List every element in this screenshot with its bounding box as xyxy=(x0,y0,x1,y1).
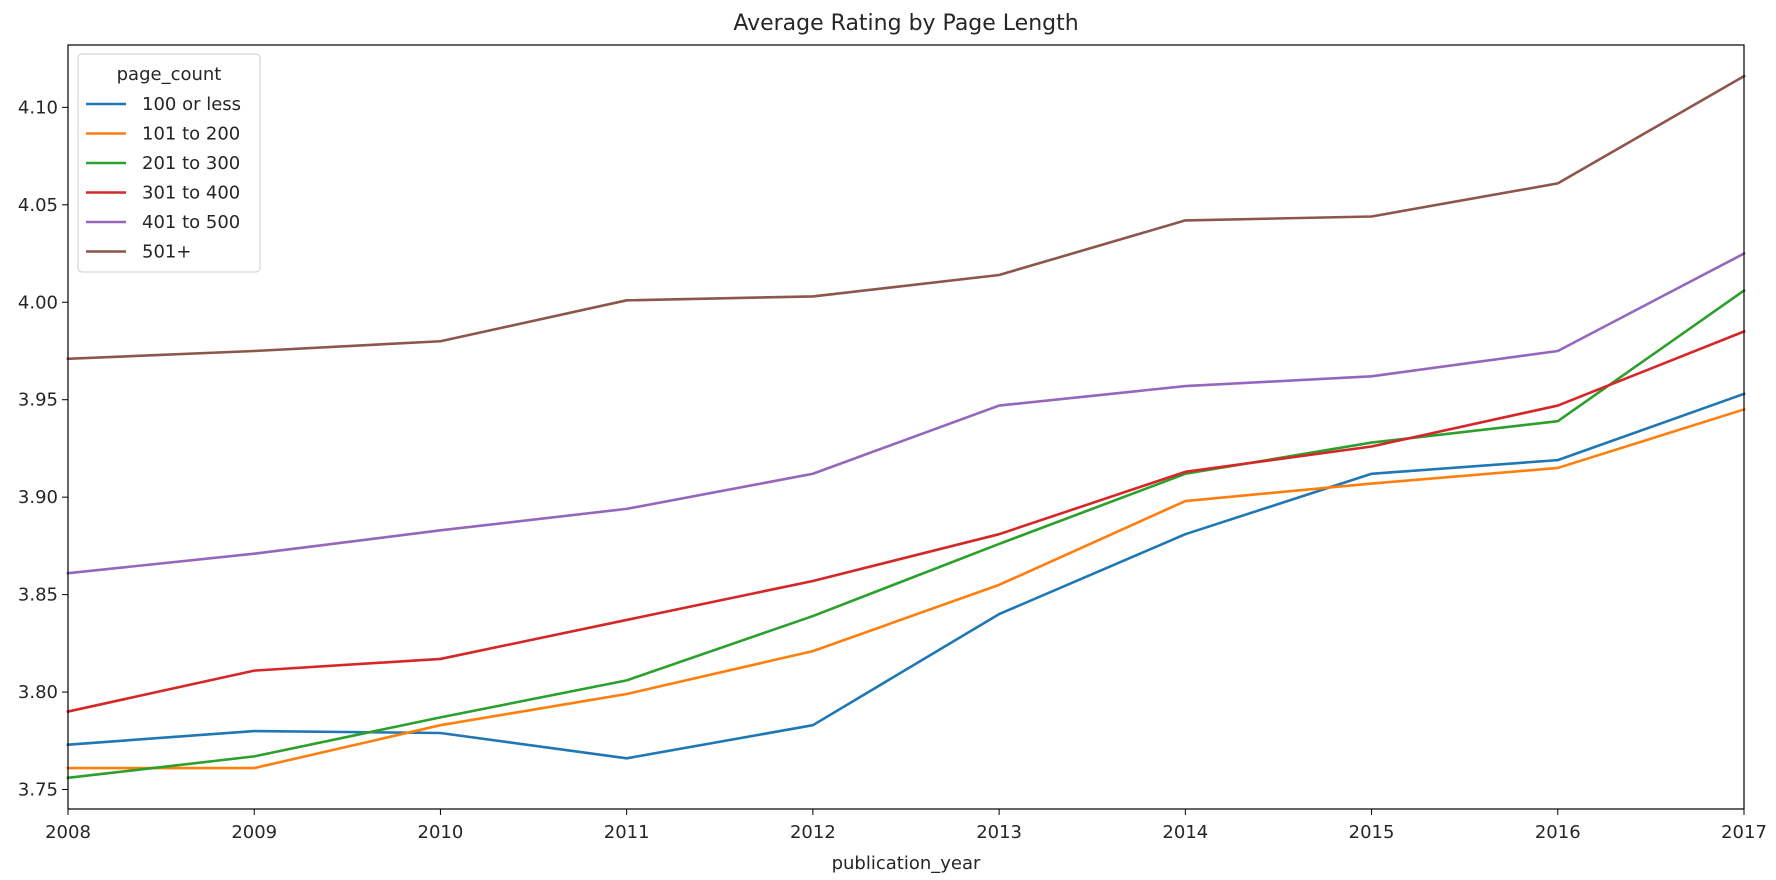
legend-label: 101 to 200 xyxy=(142,124,240,145)
x-tick-label: 2015 xyxy=(1349,822,1395,843)
legend-label: 301 to 400 xyxy=(142,183,240,204)
x-tick-label: 2011 xyxy=(604,822,650,843)
x-tick-label: 2010 xyxy=(418,822,464,843)
legend-item: 301 to 400 xyxy=(86,183,240,204)
legend-item: 100 or less xyxy=(86,94,241,115)
y-tick-label: 3.85 xyxy=(18,585,58,606)
y-tick-label: 4.00 xyxy=(18,292,58,313)
y-axis: 3.75 3.80 3.85 3.90 3.95 4.00 4.05 4.10 xyxy=(18,97,68,801)
series-lines xyxy=(66,74,1746,780)
y-tick-label: 4.10 xyxy=(18,97,58,118)
x-axis: 2008 2009 2010 2011 2012 2013 2014 2015 2016 2017 xyxy=(45,809,1767,843)
series-line-301-to-400 xyxy=(66,329,1746,714)
series-line-100-or-less xyxy=(66,392,1746,760)
x-tick-label: 2008 xyxy=(45,822,91,843)
x-axis-label: publication_year xyxy=(832,853,981,874)
legend-item: 501+ xyxy=(86,242,191,263)
legend-label: 100 or less xyxy=(142,94,241,115)
series-line-101-to-200 xyxy=(66,407,1746,770)
y-tick-label: 4.05 xyxy=(18,195,58,216)
y-tick-label: 3.75 xyxy=(18,780,58,801)
legend-label: 501+ xyxy=(142,242,191,263)
x-tick-label: 2009 xyxy=(231,822,277,843)
series-line-401-to-500 xyxy=(66,251,1746,575)
series-line-201-to-300 xyxy=(66,288,1746,780)
y-tick-label: 3.90 xyxy=(18,487,58,508)
legend-title: page_count xyxy=(117,64,222,85)
x-tick-label: 2012 xyxy=(790,822,836,843)
legend-item: 201 to 300 xyxy=(86,153,240,174)
y-tick-label: 3.80 xyxy=(18,682,58,703)
legend-label: 401 to 500 xyxy=(142,212,240,233)
legend-box xyxy=(77,53,261,273)
x-tick-label: 2013 xyxy=(976,822,1022,843)
legend-items: 100 or less 101 to 200 201 to 300 301 to 40… xyxy=(86,94,241,263)
legend-label: 201 to 300 xyxy=(142,153,240,174)
chart-title: Average Rating by Page Length xyxy=(733,11,1078,36)
legend: page_count 100 or less 101 to 200 201 to 3… xyxy=(77,53,261,273)
series-line-501 xyxy=(66,74,1746,361)
x-tick-label: 2014 xyxy=(1162,822,1208,843)
x-tick-label: 2016 xyxy=(1535,822,1581,843)
y-tick-label: 3.95 xyxy=(18,390,58,411)
legend-item: 101 to 200 xyxy=(86,124,240,145)
plot-area-frame xyxy=(67,44,1745,810)
x-tick-label: 2017 xyxy=(1721,822,1767,843)
legend-item: 401 to 500 xyxy=(86,212,240,233)
